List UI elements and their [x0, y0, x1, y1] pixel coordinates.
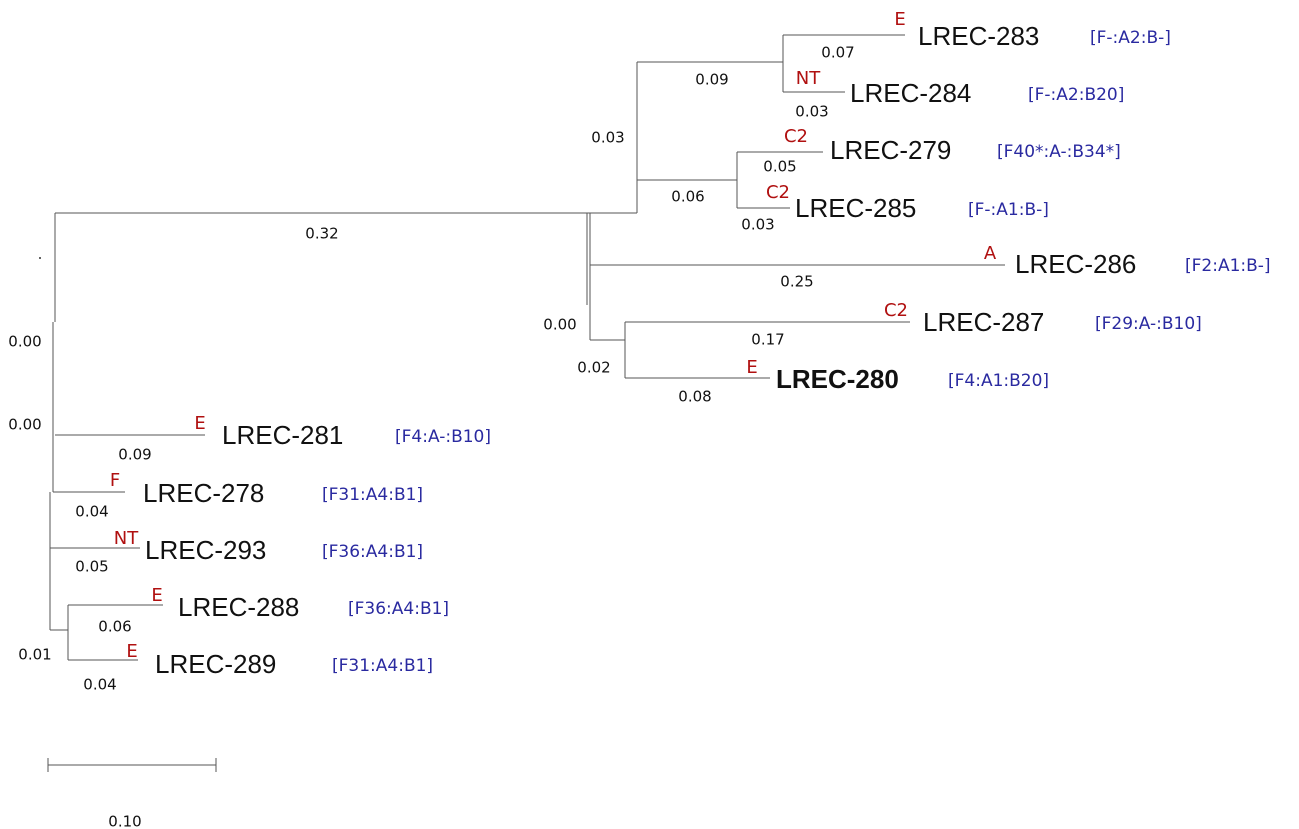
profile-label: [F40*:A-:B34*]: [997, 142, 1121, 162]
group-label: NT: [114, 528, 139, 549]
profile-label: [F36:A4:B1]: [322, 542, 423, 562]
leaf-name: LREC-279: [830, 135, 951, 165]
group-label: A: [984, 243, 997, 264]
branch-length: 0.00: [8, 416, 41, 434]
leaf-name: LREC-280: [776, 364, 899, 394]
branch-length: 0.03: [795, 103, 828, 121]
profile-label: [F31:A4:B1]: [332, 656, 433, 676]
leaf-name: LREC-293: [145, 535, 266, 565]
branch-length: 0.04: [83, 676, 116, 694]
leaf-name: LREC-285: [795, 193, 916, 223]
branch-length: 0.08: [678, 388, 711, 406]
group-label: F: [110, 470, 120, 491]
branch-length: 0.05: [763, 158, 796, 176]
scale-bar: [47, 758, 217, 772]
group-label: E: [126, 641, 137, 662]
group-label: E: [151, 585, 162, 606]
leaf-name: LREC-278: [143, 478, 264, 508]
branch-length: 0.04: [75, 503, 108, 521]
branch-length: 0.09: [695, 71, 728, 89]
profile-label: [F29:A-:B10]: [1095, 314, 1202, 334]
group-label: C2: [884, 300, 908, 321]
branch-length: 0.17: [751, 331, 784, 349]
profile-label: [F36:A4:B1]: [348, 599, 449, 619]
leaf-name: LREC-281: [222, 420, 343, 450]
leaf-name: LREC-284: [850, 78, 971, 108]
branch-length: 0.05: [75, 558, 108, 576]
group-label: NT: [796, 68, 821, 89]
profile-label: [F31:A4:B1]: [322, 485, 423, 505]
leaf-name: LREC-283: [918, 21, 1039, 51]
branch-length: 0.06: [671, 188, 704, 206]
dot: [39, 257, 41, 259]
branch-length: 0.02: [577, 359, 610, 377]
leaf-name: LREC-289: [155, 649, 276, 679]
branches: [49, 34, 1005, 661]
scale-label: 0.10: [108, 813, 141, 829]
branch-length: 0.00: [543, 316, 576, 334]
profile-label: [F4:A1:B20]: [948, 371, 1049, 391]
group-label: E: [894, 9, 905, 30]
group-label: C2: [784, 126, 808, 147]
profile-label: [F-:A2:B20]: [1028, 85, 1124, 105]
branch-length: 0.25: [780, 273, 813, 291]
profile-label: [F-:A2:B-]: [1090, 28, 1171, 48]
branch-length: 0.07: [821, 44, 854, 62]
branch-length: 0.01: [18, 646, 51, 664]
branch-length: 0.09: [118, 446, 151, 464]
group-label: E: [194, 413, 205, 434]
profile-label: [F4:A-:B10]: [395, 427, 491, 447]
branch-lines: [49, 34, 1005, 661]
profile-label: [F2:A1:B-]: [1185, 256, 1271, 276]
branch-length: 0.00: [8, 333, 41, 351]
leaf-name: LREC-287: [923, 307, 1044, 337]
group-label: E: [746, 357, 757, 378]
branch-length: 0.03: [741, 216, 774, 234]
leaf-name: LREC-288: [178, 592, 299, 622]
branch-length: 0.06: [98, 618, 131, 636]
leaf-name: LREC-286: [1015, 249, 1136, 279]
profile-label: [F-:A1:B-]: [968, 200, 1049, 220]
branch-length: 0.03: [591, 129, 624, 147]
group-label: C2: [766, 182, 790, 203]
branch-length: 0.32: [305, 225, 338, 243]
